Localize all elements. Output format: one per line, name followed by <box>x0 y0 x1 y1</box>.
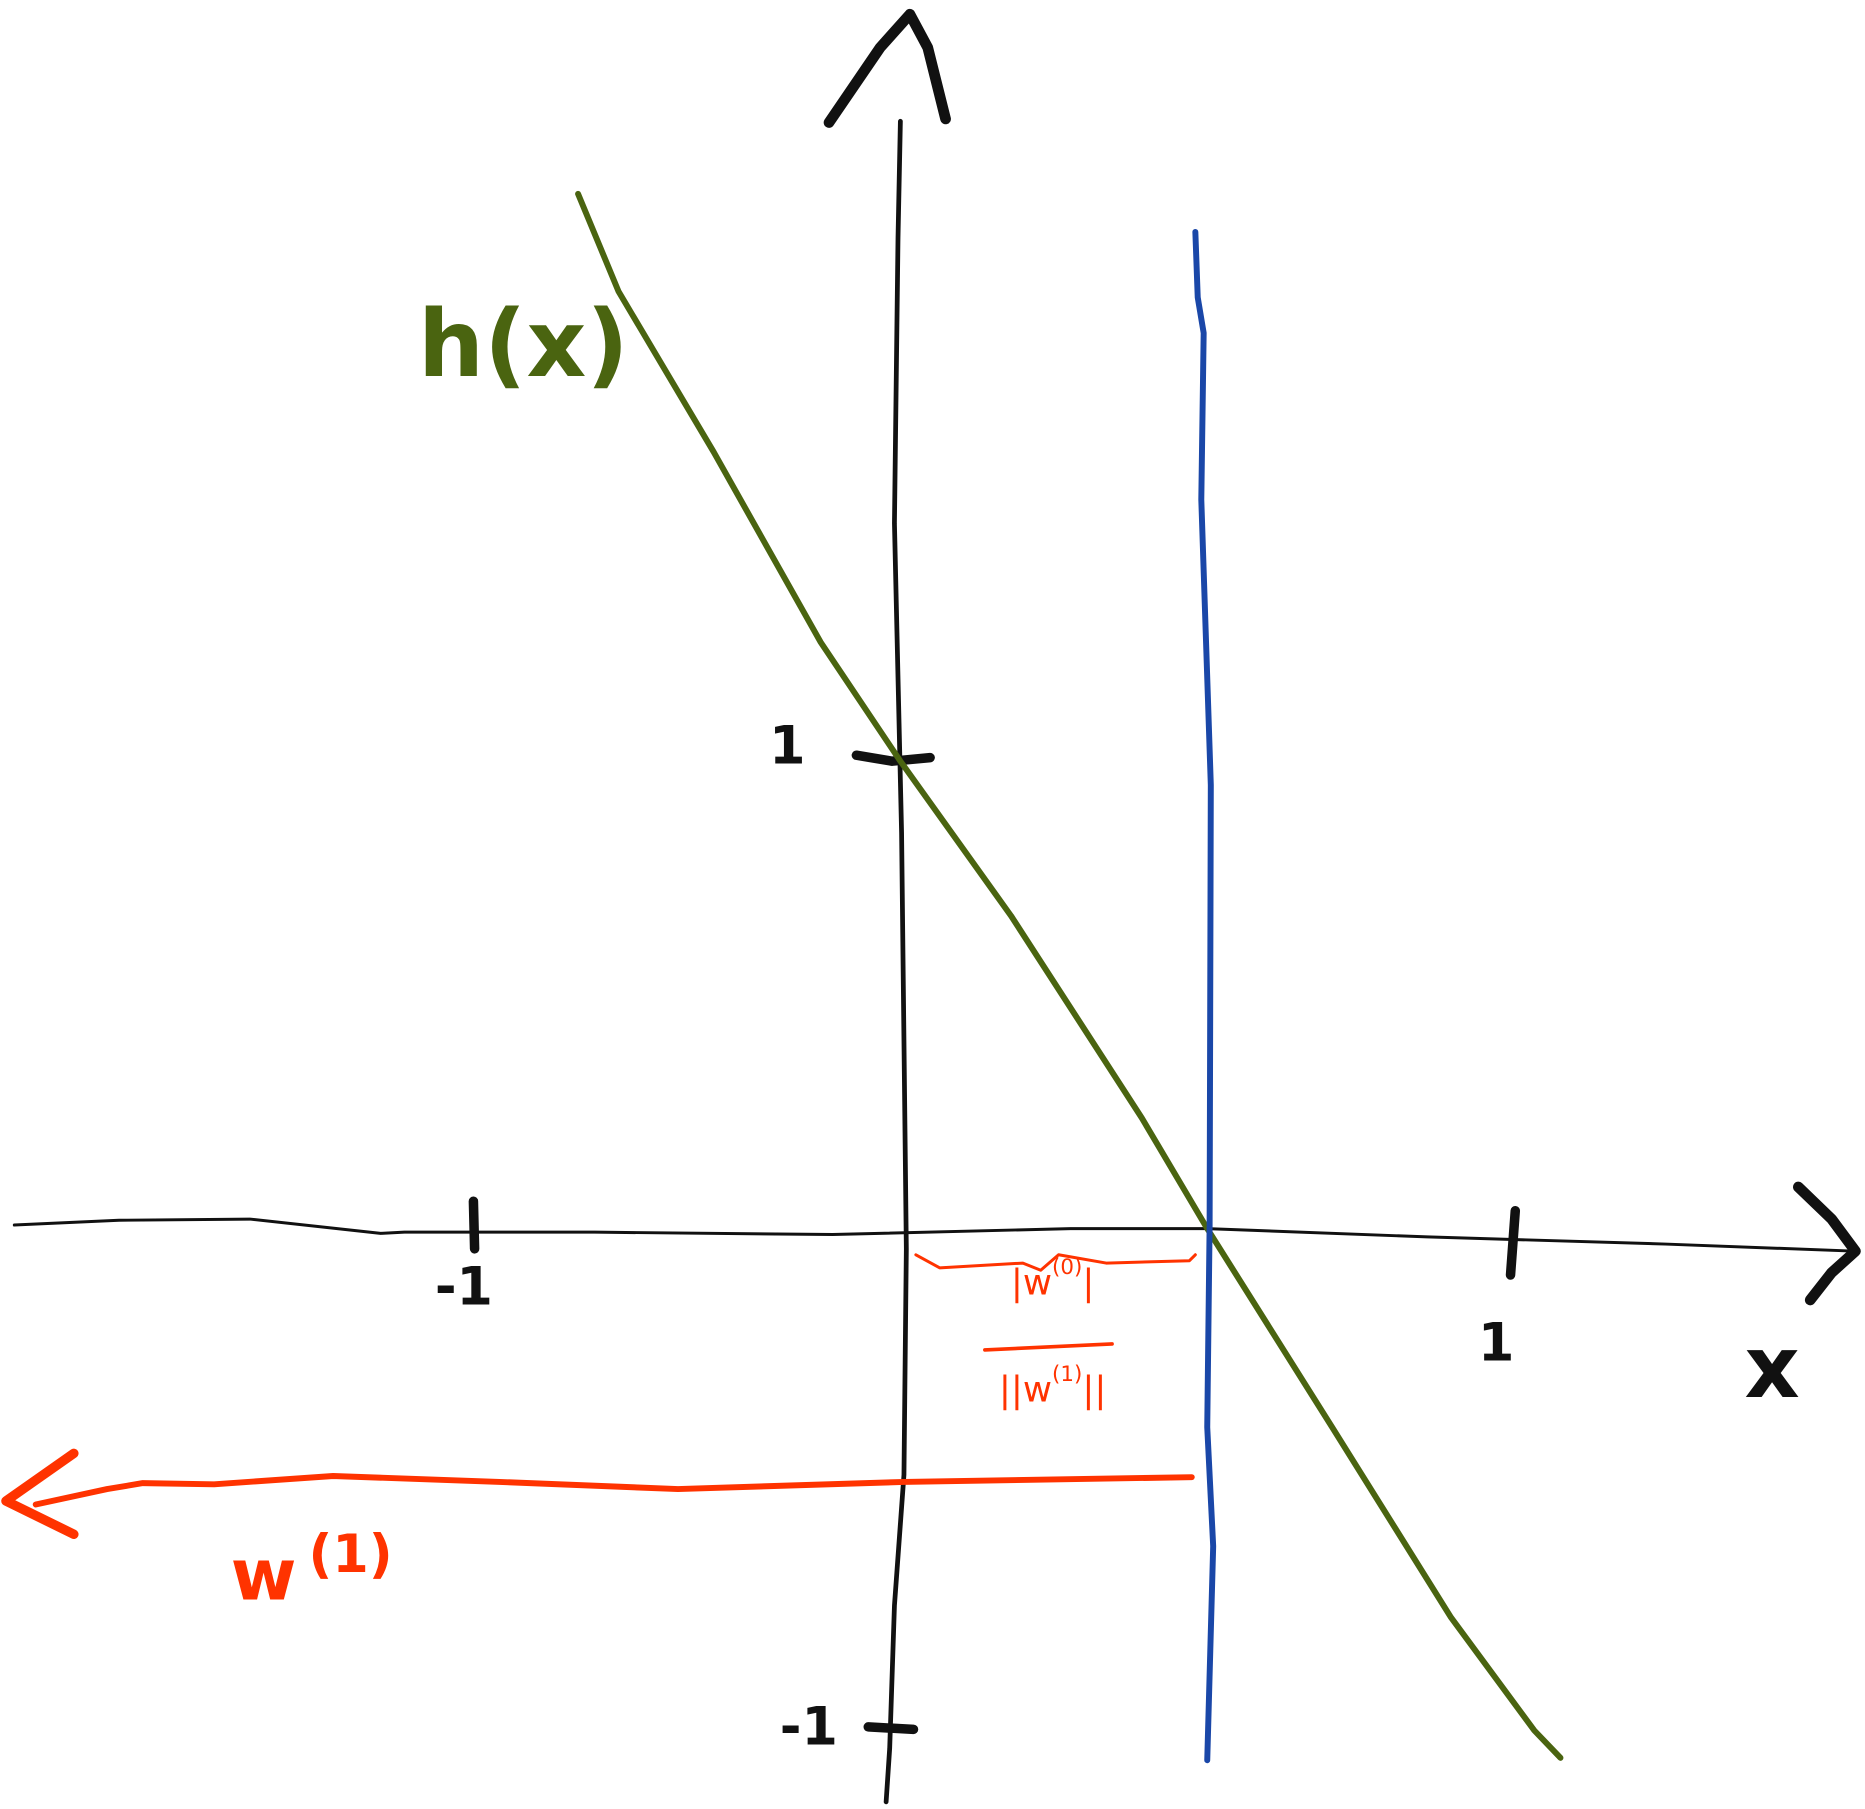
denominator: ||w(1)|| <box>999 1362 1107 1411</box>
numerator-right: | <box>1082 1262 1094 1303</box>
x-tick <box>468 1196 480 1254</box>
fraction-bar <box>983 1342 1114 1352</box>
denominator-sup: (1) <box>1052 1362 1082 1387</box>
weight-vector <box>32 1473 1195 1508</box>
vector-label-base: w <box>231 1533 297 1616</box>
denominator-right: || <box>1082 1370 1106 1411</box>
x-tick-label: -1 <box>435 1256 493 1317</box>
x-axis <box>12 1217 1857 1253</box>
x-axis-arrowhead <box>1792 1181 1861 1306</box>
x-tick-label: 1 <box>1478 1312 1514 1373</box>
y-tick-label: -1 <box>780 1697 838 1758</box>
x-tick <box>1505 1206 1521 1280</box>
numerator-left: |w <box>1011 1262 1052 1303</box>
x-axis-label: x <box>1745 1319 1800 1418</box>
vector-label: w (1) <box>231 1524 393 1616</box>
hypothesis-line <box>575 190 1564 1761</box>
y-tick <box>851 750 935 766</box>
decision-boundary <box>1192 228 1217 1764</box>
y-tick-label: 1 <box>769 715 805 776</box>
denominator-left: ||w <box>999 1370 1052 1411</box>
numerator-sup: (0) <box>1052 1255 1082 1280</box>
distance-brace <box>914 1253 1197 1272</box>
y-axis-arrowhead <box>823 8 951 128</box>
y-axis <box>883 118 909 1805</box>
vector-label-sup: (1) <box>308 1524 392 1585</box>
numerator: |w(0)| <box>1011 1255 1095 1304</box>
weight-vector-arrowhead <box>1 1448 79 1540</box>
y-tick <box>863 1722 919 1735</box>
curve-label: h(x) <box>418 290 629 398</box>
